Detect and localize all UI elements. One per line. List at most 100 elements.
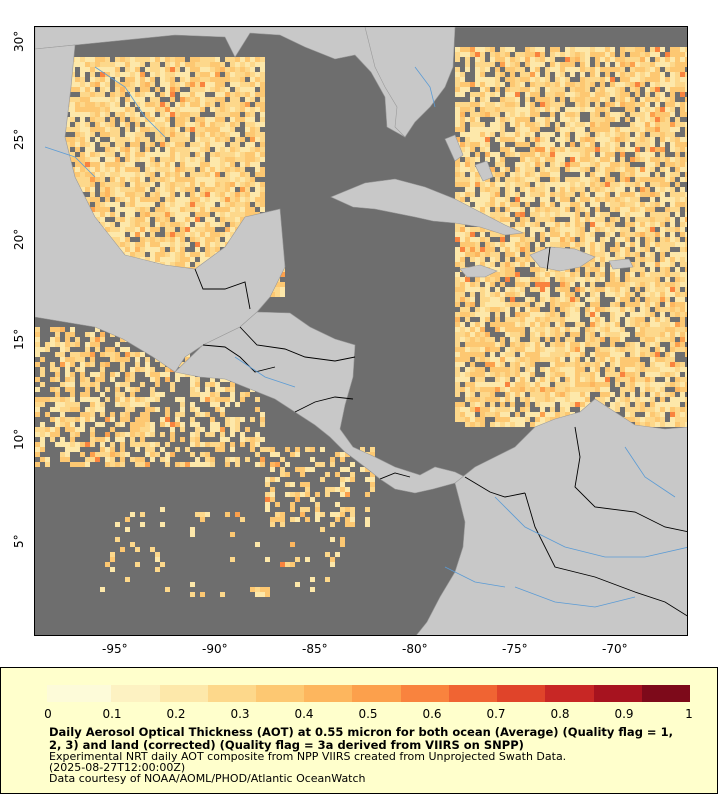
aot-pixel: [195, 87, 200, 92]
aot-pixel: [685, 237, 687, 242]
aot-pixel: [165, 157, 170, 162]
aot-pixel: [580, 222, 585, 227]
aot-pixel: [85, 397, 90, 402]
aot-pixel: [470, 412, 475, 417]
aot-pixel: [610, 222, 615, 227]
aot-pixel: [190, 142, 195, 147]
aot-pixel: [195, 132, 200, 137]
aot-pixel: [620, 132, 625, 137]
aot-pixel: [650, 392, 655, 397]
aot-pixel: [620, 387, 625, 392]
aot-pixel: [670, 362, 675, 367]
aot-pixel: [555, 147, 560, 152]
aot-pixel: [680, 157, 685, 162]
aot-pixel: [560, 317, 565, 322]
aot-pixel: [580, 347, 585, 352]
aot-pixel: [635, 227, 640, 232]
aot-pixel: [625, 277, 630, 282]
aot-pixel: [490, 352, 495, 357]
aot-pixel: [35, 402, 40, 407]
aot-pixel: [595, 87, 600, 92]
aot-pixel: [590, 117, 595, 122]
aot-pixel: [175, 82, 180, 87]
aot-pixel: [90, 332, 95, 337]
aot-pixel: [490, 252, 495, 257]
aot-pixel: [115, 102, 120, 107]
aot-pixel: [470, 127, 475, 132]
aot-pixel: [595, 387, 600, 392]
aot-pixel: [180, 462, 185, 467]
aot-pixel: [515, 417, 520, 422]
aot-pixel: [225, 172, 230, 177]
aot-pixel: [205, 72, 210, 77]
aot-pixel: [175, 197, 180, 202]
aot-pixel: [125, 372, 130, 377]
aot-pixel: [530, 157, 535, 162]
aot-pixel: [525, 62, 530, 67]
aot-pixel: [575, 297, 580, 302]
aot-pixel: [485, 187, 490, 192]
aot-pixel: [170, 62, 175, 67]
aot-pixel: [505, 262, 510, 267]
aot-pixel: [530, 352, 535, 357]
aot-pixel: [600, 347, 605, 352]
aot-pixel: [550, 357, 555, 362]
aot-pixel: [50, 327, 55, 332]
aot-pixel: [100, 412, 105, 417]
aot-pixel: [615, 362, 620, 367]
aot-pixel: [485, 302, 490, 307]
aot-pixel: [525, 407, 530, 412]
aot-pixel: [580, 102, 585, 107]
aot-pixel: [120, 192, 125, 197]
aot-pixel: [245, 92, 250, 97]
aot-pixel: [170, 182, 175, 187]
aot-pixel: [500, 292, 505, 297]
aot-pixel: [625, 372, 630, 377]
aot-pixel: [120, 382, 125, 387]
aot-pixel: [465, 307, 470, 312]
aot-pixel: [100, 57, 105, 62]
aot-pixel: [640, 282, 645, 287]
aot-pixel: [560, 397, 565, 402]
aot-pixel: [500, 242, 505, 247]
aot-pixel: [625, 207, 630, 212]
aot-pixel: [660, 402, 665, 407]
aot-pixel: [160, 142, 165, 147]
aot-pixel: [130, 107, 135, 112]
aot-pixel: [620, 282, 625, 287]
aot-pixel: [135, 122, 140, 127]
aot-pixel: [165, 452, 170, 457]
aot-pixel: [650, 397, 655, 402]
aot-pixel: [155, 247, 160, 252]
aot-pixel: [165, 117, 170, 122]
aot-pixel: [670, 147, 675, 152]
aot-pixel: [115, 82, 120, 87]
aot-pixel: [555, 327, 560, 332]
aot-pixel: [585, 147, 590, 152]
aot-pixel: [85, 142, 90, 147]
aot-pixel: [255, 162, 260, 167]
aot-pixel: [245, 107, 250, 112]
aot-pixel: [520, 142, 525, 147]
aot-pixel: [485, 237, 490, 242]
aot-pixel: [660, 422, 665, 427]
aot-pixel: [475, 142, 480, 147]
aot-pixel: [510, 407, 515, 412]
aot-pixel: [140, 382, 145, 387]
aot-pixel: [640, 202, 645, 207]
aot-pixel: [685, 422, 687, 427]
aot-pixel: [175, 242, 180, 247]
aot-pixel: [540, 192, 545, 197]
aot-pixel: [480, 87, 485, 92]
aot-pixel: [620, 172, 625, 177]
aot-pixel: [140, 172, 145, 177]
aot-pixel: [585, 77, 590, 82]
aot-pixel: [540, 97, 545, 102]
aot-pixel: [520, 357, 525, 362]
aot-pixel: [585, 312, 590, 317]
aot-pixel: [535, 262, 540, 267]
aot-pixel: [560, 182, 565, 187]
aot-pixel: [245, 72, 250, 77]
aot-pixel: [655, 367, 660, 372]
aot-pixel: [210, 232, 215, 237]
